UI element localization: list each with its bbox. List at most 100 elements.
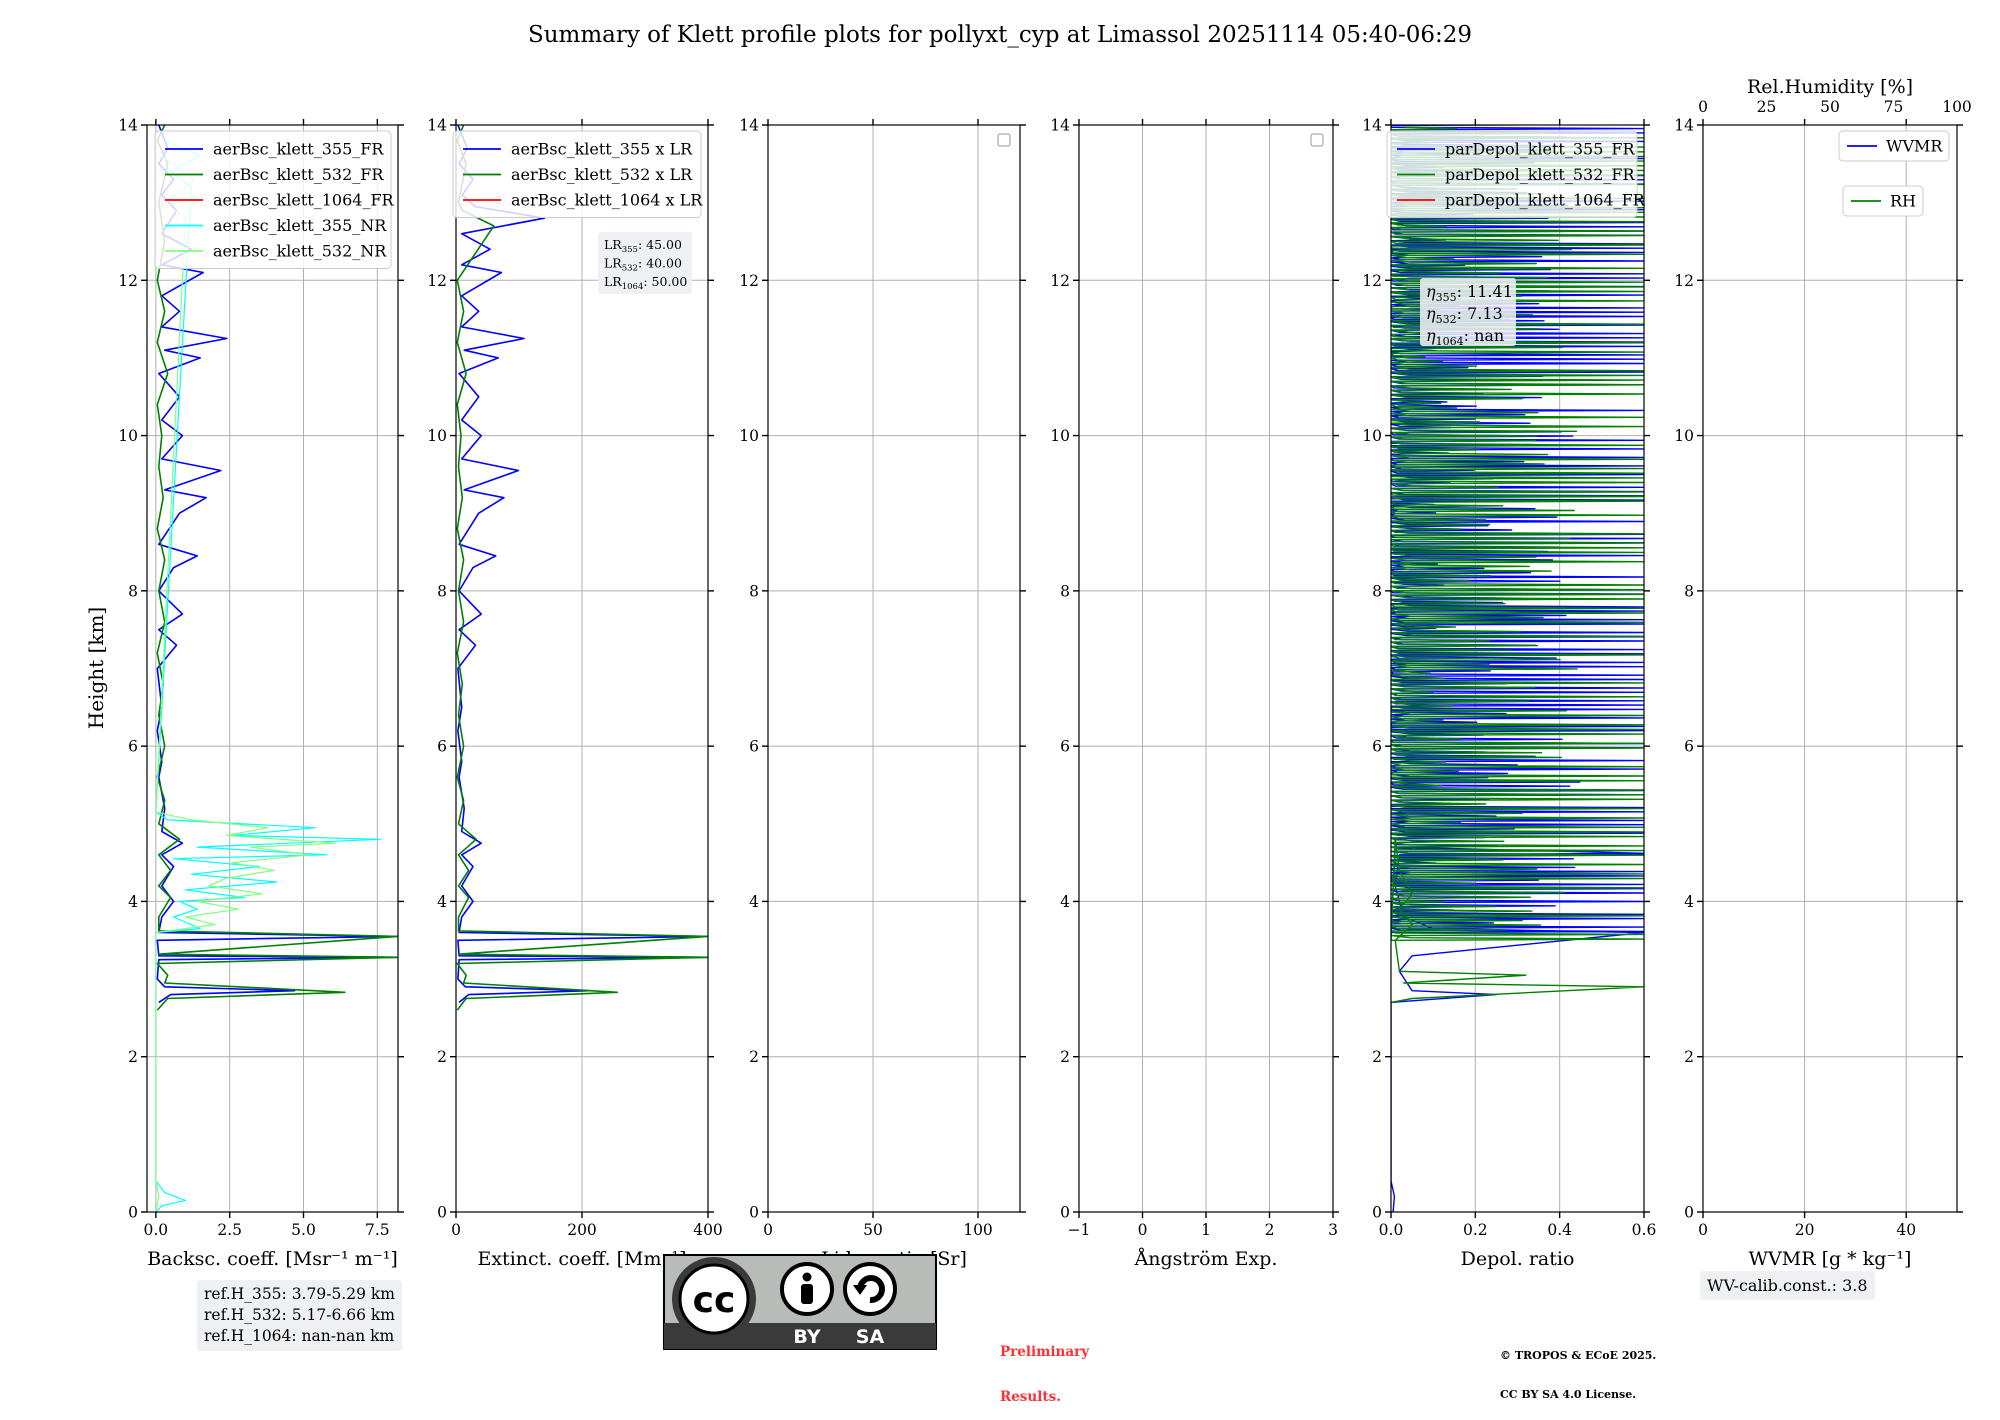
y-tick-label: 6 — [1372, 738, 1382, 756]
axes-frame — [1702, 124, 1958, 1213]
panel-ext: 0 2 4 6 8 10 12 14 0 200 400 Extinct. coeff. [Mm⁻¹]… — [427, 117, 723, 1271]
lr-line: LR532: 40.00 — [604, 256, 682, 274]
y-tick-label: 0 — [1060, 1204, 1070, 1222]
series-group — [155, 125, 398, 1212]
preliminary-line-1: Preliminary — [1000, 1344, 1090, 1360]
y-tick-label: 12 — [739, 272, 759, 290]
x-tick-label: 2.5 — [217, 1221, 242, 1239]
y-tick-label: 10 — [427, 427, 447, 445]
y-tick-label: 6 — [128, 738, 138, 756]
y-tick-label: 12 — [427, 272, 447, 290]
y-tick-label: 12 — [1362, 272, 1382, 290]
x-tick-label: 20 — [1795, 1221, 1815, 1239]
legend-empty-box — [997, 133, 1011, 147]
cc-license-badge: cc BY SA — [663, 1254, 937, 1350]
y-tick-label: 8 — [749, 582, 759, 600]
y-tick-label: 8 — [1684, 582, 1694, 600]
x-axis-label: Backsc. coeff. [Msr⁻¹ m⁻¹] — [147, 1248, 398, 1270]
series-line-aerBsc_klett_532_NR — [155, 155, 337, 1212]
legend-box — [452, 130, 702, 218]
x-tick-label: 0.4 — [1547, 1221, 1572, 1239]
panel-dep: 0 2 4 6 8 10 12 14 0.0 0.2 0.4 0.6 Depol. ratio parDe… — [1362, 117, 1656, 1271]
badge-sa-label: SA — [856, 1326, 885, 1348]
series-line-parDepol_klett_532_FR — [1391, 126, 1644, 1004]
x-tick-label: 7.5 — [365, 1221, 390, 1239]
y-tick-label: 6 — [1684, 738, 1694, 756]
y-tick-label: 10 — [1674, 427, 1694, 445]
x-axis-label: Extinct. coeff. [Mm⁻¹] — [477, 1248, 686, 1270]
top-axis-label: Rel.Humidity [%] — [1747, 76, 1913, 98]
eta-box — [1420, 278, 1516, 346]
y-tick-label: 12 — [1674, 272, 1694, 290]
y-tick-label: 8 — [128, 582, 138, 600]
y-tick-label: 8 — [437, 582, 447, 600]
x-tick-label: 0 — [763, 1221, 773, 1239]
copyright-line-1: © TROPOS & ECoE 2025. — [1500, 1349, 1657, 1362]
y-tick-label: 10 — [118, 427, 138, 445]
y-tick-label: 2 — [1684, 1048, 1694, 1066]
cc-logo-text: cc — [693, 1280, 736, 1321]
wv-calibration-box: WV-calib.const.: 3.8 — [1700, 1271, 1875, 1300]
top-tick-label: 100 — [1942, 98, 1972, 116]
series-line-aerBsc_klett_532_FR — [156, 125, 398, 1011]
y-tick-label: 2 — [437, 1048, 447, 1066]
x-tick-label: 0 — [1698, 1221, 1708, 1239]
y-tick-label: 14 — [1674, 117, 1694, 135]
series-line-aerBsc_klett_532 x LR — [456, 125, 708, 1011]
x-tick-label: 100 — [963, 1221, 993, 1239]
person-body — [801, 1284, 813, 1304]
eta-line: η355: 11.41 — [1426, 282, 1513, 304]
x-axis-label: WVMR [g * kg⁻¹] — [1749, 1248, 1912, 1270]
x-axis-label: Ångström Exp. — [1134, 1248, 1278, 1270]
legend-label: parDepol_klett_355_FR — [1445, 140, 1636, 159]
ref-height-355: ref.H_355: 3.79-5.29 km — [204, 1285, 395, 1303]
legend-label: aerBsc_klett_532_FR — [213, 165, 384, 184]
legend-label: aerBsc_klett_532 x LR — [511, 165, 693, 184]
y-tick-label: 0 — [1684, 1204, 1694, 1222]
x-tick-label: 40 — [1896, 1221, 1916, 1239]
y-tick-label: 6 — [437, 738, 447, 756]
y-axis-label: Height [km] — [84, 607, 108, 729]
person-head — [802, 1272, 812, 1282]
legend-label: aerBsc_klett_355 x LR — [511, 140, 693, 159]
lr-line: LR355: 45.00 — [604, 237, 682, 255]
panel-lr: 02468101214050100Lidar ratio [Sr] — [739, 117, 1026, 1270]
x-tick-label: 50 — [863, 1221, 883, 1239]
top-tick-label: 0 — [1698, 98, 1708, 116]
y-tick-label: 2 — [749, 1048, 759, 1066]
series-line-parDepol_klett_355_FR — [1391, 125, 1644, 1212]
y-tick-label: 0 — [437, 1204, 447, 1222]
x-tick-label: 0.6 — [1632, 1221, 1657, 1239]
legend-box — [1386, 130, 1638, 218]
y-tick-label: 14 — [118, 117, 138, 135]
y-tick-label: 14 — [739, 117, 759, 135]
legend-label: aerBsc_klett_355_FR — [213, 140, 384, 159]
y-tick-label: 12 — [1050, 272, 1070, 290]
x-tick-label: 0 — [1138, 1221, 1148, 1239]
preliminary-line-2: Results. — [1000, 1389, 1061, 1405]
top-tick-label: 75 — [1884, 98, 1904, 116]
eta-line: η532: 7.13 — [1426, 304, 1503, 326]
copyright-note: © TROPOS & ECoE 2025. CC BY SA 4.0 Licen… — [1500, 1323, 1656, 1414]
ref-height-532: ref.H_532: 5.17-6.66 km — [204, 1306, 395, 1324]
x-tick-label: 3 — [1328, 1221, 1338, 1239]
preliminary-results-note: Preliminary Results. — [1000, 1315, 1089, 1420]
y-tick-label: 12 — [118, 272, 138, 290]
y-tick-label: 10 — [739, 427, 759, 445]
x-tick-label: 1 — [1201, 1221, 1211, 1239]
legend-label: parDepol_klett_1064_FR — [1445, 191, 1646, 210]
share-alike-icon — [843, 1262, 897, 1316]
y-tick-label: 4 — [1060, 893, 1070, 911]
legend-label: RH — [1890, 192, 1916, 211]
x-tick-label: 5.0 — [291, 1221, 316, 1239]
ref-height-1064: ref.H_1064: nan-nan km — [204, 1327, 395, 1345]
x-tick-label: 0 — [451, 1221, 461, 1239]
legend-label: aerBsc_klett_532_NR — [213, 242, 387, 261]
y-tick-label: 4 — [1684, 893, 1694, 911]
legend-empty-box — [1310, 133, 1324, 147]
x-tick-label: 200 — [567, 1221, 597, 1239]
figure-title: Summary of Klett profile plots for polly… — [527, 22, 1473, 48]
